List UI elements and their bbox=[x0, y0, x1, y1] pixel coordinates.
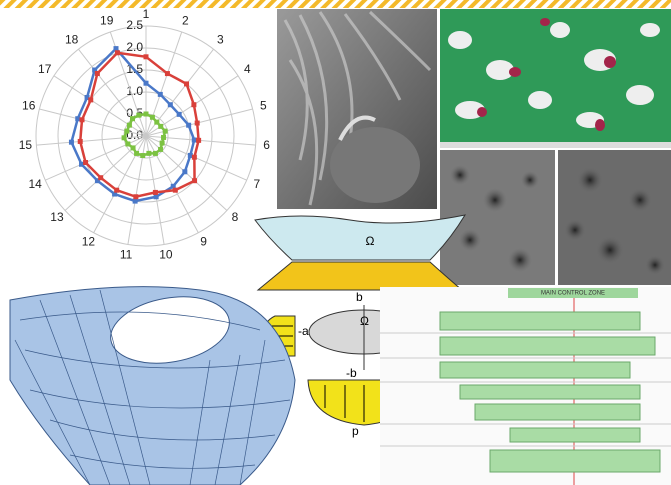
category-label: 2 bbox=[182, 14, 189, 28]
series-marker bbox=[125, 141, 131, 147]
series-marker bbox=[98, 175, 104, 181]
series-marker bbox=[176, 111, 182, 117]
series-marker bbox=[172, 187, 178, 193]
series-marker bbox=[152, 150, 158, 156]
category-label: 11 bbox=[120, 248, 133, 262]
series-marker bbox=[159, 140, 165, 146]
series-marker bbox=[75, 116, 81, 122]
category-label: 1 bbox=[143, 7, 150, 21]
series-marker bbox=[158, 146, 164, 152]
spoke bbox=[78, 48, 147, 137]
zone-table: MAIN CONTROL ZONE bbox=[380, 287, 671, 485]
category-label: 9 bbox=[200, 235, 207, 249]
category-label: 19 bbox=[100, 14, 114, 28]
series-marker bbox=[192, 178, 198, 184]
series-marker bbox=[79, 117, 85, 123]
series-marker bbox=[161, 134, 167, 140]
series-marker bbox=[129, 116, 135, 122]
series-marker bbox=[68, 139, 74, 145]
b-label: b bbox=[356, 290, 363, 304]
category-label: 5 bbox=[260, 98, 267, 112]
series-marker bbox=[167, 102, 173, 108]
series-marker bbox=[143, 80, 149, 86]
texture-images bbox=[440, 150, 671, 285]
category-label: 15 bbox=[19, 138, 33, 152]
series-marker bbox=[79, 161, 85, 167]
series-marker bbox=[114, 50, 120, 56]
series-marker bbox=[191, 137, 197, 143]
series-marker bbox=[84, 94, 90, 100]
series-marker bbox=[77, 138, 83, 144]
omega-label: Ω bbox=[366, 234, 375, 248]
series-marker bbox=[94, 178, 100, 184]
contact-diagram: Ω bbox=[254, 214, 467, 291]
series-marker bbox=[187, 152, 193, 158]
series-line bbox=[78, 51, 200, 199]
category-label: 12 bbox=[82, 235, 96, 249]
minus-b-label: -b bbox=[346, 366, 357, 380]
series-marker bbox=[88, 97, 94, 103]
series-marker bbox=[191, 102, 197, 108]
series-marker bbox=[170, 183, 176, 189]
series-marker bbox=[136, 112, 142, 118]
series-marker bbox=[132, 198, 138, 204]
spoke bbox=[36, 135, 147, 146]
r-tick-label: 2.5 bbox=[126, 18, 143, 32]
series-marker bbox=[186, 122, 192, 128]
r-tick-label: 2.0 bbox=[126, 40, 143, 54]
series-marker bbox=[92, 67, 98, 73]
series-marker bbox=[121, 135, 127, 141]
series-marker bbox=[124, 128, 130, 134]
series-marker bbox=[143, 54, 149, 60]
category-label: 18 bbox=[65, 33, 79, 47]
series-marker bbox=[133, 194, 139, 200]
series-marker bbox=[140, 153, 146, 159]
series-marker bbox=[196, 137, 202, 143]
series-marker bbox=[164, 71, 170, 77]
series-marker bbox=[130, 145, 136, 151]
category-label: 10 bbox=[159, 248, 173, 262]
series-marker bbox=[153, 194, 159, 200]
series-marker bbox=[126, 122, 132, 128]
series-marker bbox=[112, 191, 118, 197]
series-marker bbox=[94, 71, 100, 77]
series-marker bbox=[149, 114, 155, 120]
series-marker bbox=[152, 189, 158, 195]
table-header: MAIN CONTROL ZONE bbox=[541, 291, 605, 297]
series-marker bbox=[184, 81, 190, 87]
category-label: 7 bbox=[253, 177, 260, 191]
category-label: 14 bbox=[29, 177, 43, 191]
p-label: p bbox=[352, 424, 359, 438]
series-marker bbox=[191, 154, 197, 160]
category-label: 4 bbox=[244, 62, 251, 76]
category-label: 8 bbox=[232, 210, 239, 224]
series-marker bbox=[134, 150, 140, 156]
series-marker bbox=[143, 111, 149, 117]
series-marker bbox=[154, 119, 160, 125]
series-marker bbox=[146, 150, 152, 156]
category-label: 3 bbox=[217, 33, 224, 47]
minus-a-label: -a bbox=[298, 324, 309, 338]
series-marker bbox=[162, 128, 168, 134]
category-label: 17 bbox=[38, 62, 52, 76]
omega-label: Ω bbox=[360, 314, 369, 328]
category-label: 16 bbox=[22, 98, 36, 112]
category-label: 6 bbox=[263, 138, 270, 152]
sem-image bbox=[277, 9, 437, 209]
series-marker bbox=[114, 187, 120, 193]
series-marker bbox=[194, 120, 200, 126]
r-tick-label: 1.0 bbox=[126, 84, 143, 98]
phase-map bbox=[440, 9, 671, 148]
series-marker bbox=[113, 46, 119, 52]
series-marker bbox=[158, 123, 164, 129]
series-marker bbox=[182, 169, 188, 175]
series-marker bbox=[157, 91, 163, 97]
category-label: 13 bbox=[50, 210, 64, 224]
top-stripe bbox=[0, 0, 671, 8]
mesh-model bbox=[9, 286, 296, 485]
spoke bbox=[145, 31, 183, 137]
series-marker bbox=[83, 160, 89, 166]
